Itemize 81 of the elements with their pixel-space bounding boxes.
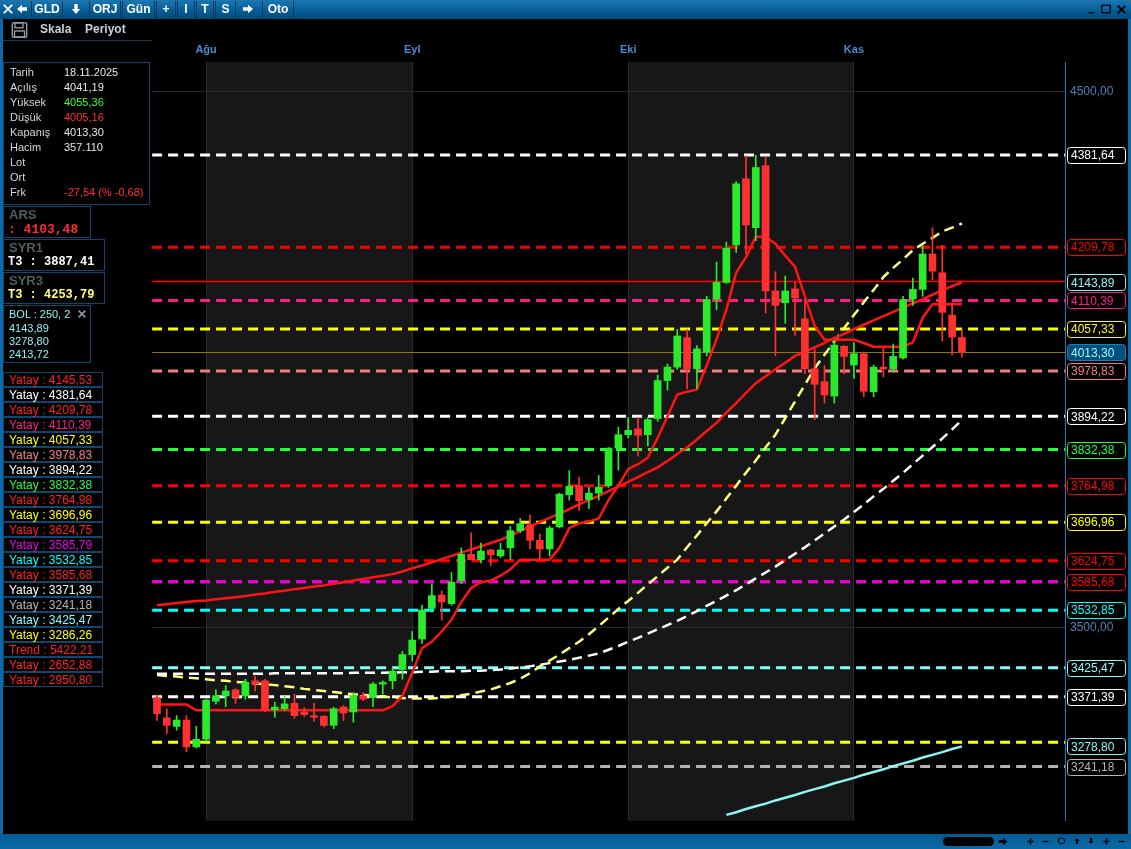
ref-line-label: 4057,33 [1071, 322, 1115, 337]
text: Yatay : 4145,53 [9, 373, 93, 387]
text: 357.110 [64, 141, 103, 153]
text: Frk [10, 186, 26, 198]
text: + [157, 2, 175, 16]
text: Gün [123, 2, 154, 16]
text: -27,54 (% -0,68) [64, 186, 144, 198]
text: Tarih [10, 66, 34, 78]
ref-line-label: 3832,38 [1071, 442, 1115, 457]
text: I [178, 2, 194, 16]
ref-line-label: 3371,39 [1071, 690, 1115, 705]
text: Yatay : 3286,26 [9, 628, 93, 642]
text: Lot [10, 156, 26, 168]
text: : 4103,48 [8, 222, 79, 237]
y-tick-label: 3500,00 [1070, 620, 1114, 635]
text: T [197, 2, 213, 16]
text: 3278,80 [9, 335, 49, 347]
text: 4143,89 [1071, 275, 1115, 290]
ref-line-label: 3585,68 [1071, 575, 1115, 590]
text: Açılış [10, 81, 37, 93]
text: Yatay : 4057,33 [9, 433, 93, 447]
text: 4013,30 [64, 126, 104, 138]
text: T3 : 3887,41 [8, 255, 95, 269]
text: 4005,16 [64, 111, 104, 123]
text: Yatay : 3894,22 [9, 463, 93, 477]
text: SYR3 [9, 273, 43, 288]
text: Hacim [10, 141, 42, 153]
text: 4041,19 [64, 81, 104, 93]
ref-line-label: 4209,78 [1071, 240, 1115, 255]
ref-line-label: 4013,30 [1071, 345, 1115, 360]
text: BOL : 250, 2 [9, 308, 71, 320]
text: Oto [263, 2, 293, 16]
text: ORJ [90, 2, 120, 16]
text: Yatay : 2652,88 [9, 658, 93, 672]
ref-line-label: 3978,83 [1071, 364, 1115, 379]
text: Yüksek [10, 96, 47, 108]
text: 4143,89 [9, 322, 49, 334]
text: 18.11.2025 [64, 66, 119, 78]
ref-line-label: 4381,64 [1071, 148, 1115, 163]
text: GLD [32, 2, 62, 16]
text: Yatay : 4209,78 [9, 403, 93, 417]
text: Yatay : 3696,96 [9, 508, 93, 522]
text: 3278,80 [1071, 739, 1115, 754]
ref-line-label: 3624,75 [1071, 554, 1115, 569]
text: Yatay : 3371,39 [9, 583, 93, 597]
text: Trend : 5422,21 [9, 643, 94, 657]
text: Yatay : 3585,68 [9, 568, 93, 582]
x-tick-label: Ağu [195, 43, 217, 56]
text: SYR1 [9, 240, 43, 255]
text: Düşük [10, 111, 42, 123]
text: ARS [9, 207, 37, 222]
text: Yatay : 4110,39 [9, 418, 92, 432]
x-tick-label: Eyl [403, 43, 421, 56]
text: 4055,36 [64, 96, 104, 108]
x-tick-label: Eki [619, 43, 637, 56]
ref-line-label: 3241,18 [1071, 759, 1115, 774]
ref-line-label: 3764,98 [1071, 478, 1115, 493]
text: Yatay : 3532,85 [9, 553, 93, 567]
text: Yatay : 3624,75 [9, 523, 93, 537]
ref-line-label: 3532,85 [1071, 603, 1115, 618]
text: 2413,72 [9, 348, 49, 360]
text: S [216, 2, 235, 16]
text: Yatay : 3425,47 [9, 613, 93, 627]
y-tick-label: 4500,00 [1070, 83, 1114, 98]
x-tick-label: Kas [843, 43, 865, 56]
text: Yatay : 3764,98 [9, 493, 93, 507]
text: Kapanış [10, 126, 51, 138]
text: Skala [40, 22, 72, 36]
text: Yatay : 3832,38 [9, 478, 93, 492]
ref-line-label: 3425,47 [1071, 661, 1115, 676]
text: Yatay : 3978,83 [9, 448, 93, 462]
text: Yatay : 4381,64 [9, 388, 93, 402]
text: Periyot [85, 22, 126, 36]
text: T3 : 4253,79 [8, 288, 95, 302]
text: Ort [10, 171, 26, 183]
text: Yatay : 3585,79 [9, 538, 93, 552]
text: Yatay : 3241,18 [9, 598, 93, 612]
ref-line-label: 4110,39 [1071, 293, 1114, 308]
text: Yatay : 2950,80 [9, 673, 93, 687]
ref-line-label: 3696,96 [1071, 515, 1115, 530]
ref-line-label: 3894,22 [1071, 409, 1115, 424]
